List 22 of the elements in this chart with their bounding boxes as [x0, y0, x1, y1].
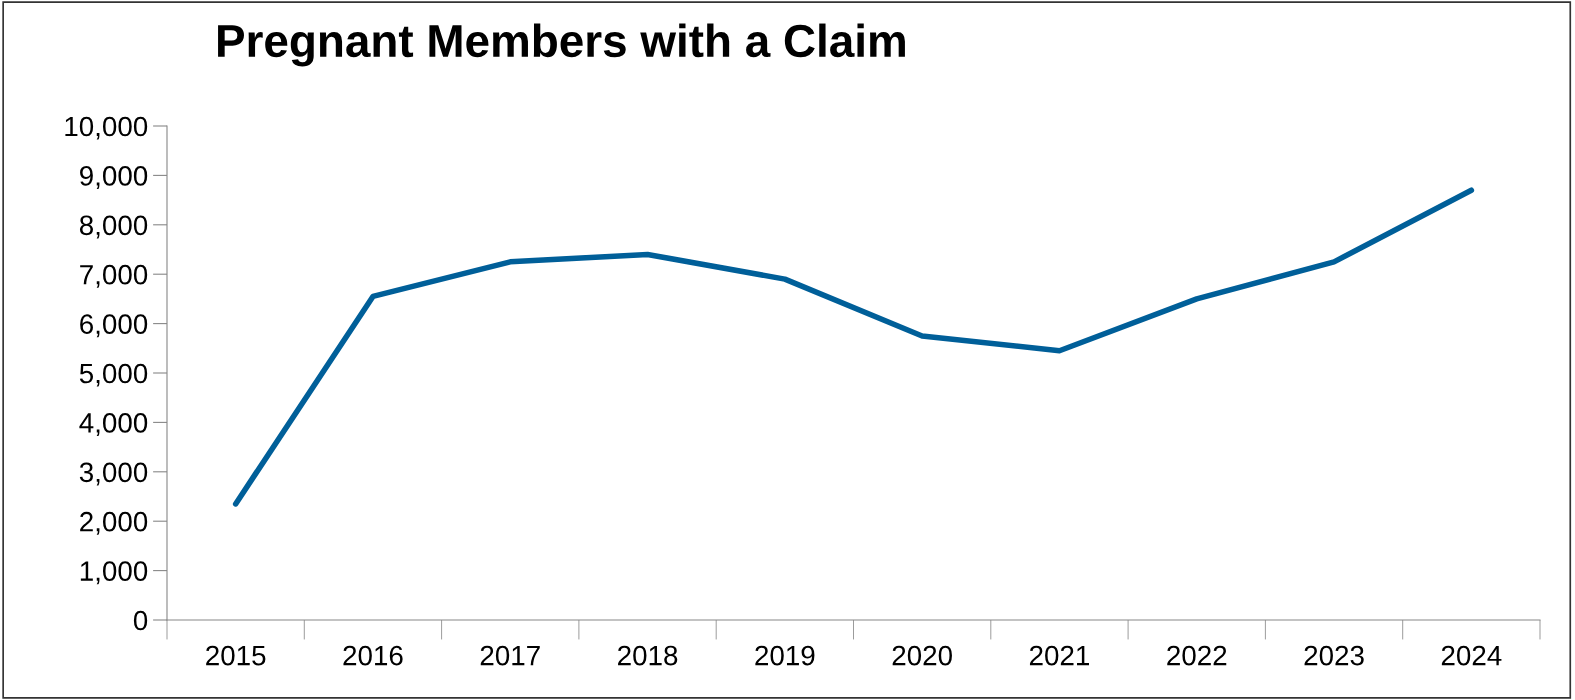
chart-title: Pregnant Members with a Claim	[218, 23, 905, 67]
x-tick-label: 2023	[1304, 645, 1364, 666]
y-tick-label: 8,000	[79, 215, 148, 239]
x-tick-label: 2021	[1029, 645, 1089, 666]
y-tick-label: 7,000	[80, 264, 148, 288]
x-tick-label: 2016	[343, 645, 403, 666]
x-tick-label: 2017	[480, 645, 540, 666]
y-tick-label: 5,000	[79, 363, 148, 387]
y-tick-label: 6,000	[80, 314, 148, 338]
x-tick-label: 2022	[1167, 645, 1227, 666]
y-tick-label: 10,000	[65, 116, 148, 140]
y-tick-label: 3,000	[79, 462, 148, 486]
x-tick-label: 2015	[206, 645, 266, 666]
x-tick-label: 2020	[892, 645, 952, 666]
y-tick-label: 9,000	[80, 166, 148, 190]
y-tick-label: 1,000	[80, 561, 148, 585]
x-tick-label: 2019	[755, 645, 815, 666]
y-tick-label: 4,000	[79, 413, 148, 437]
x-tick-label: 2024	[1441, 645, 1502, 666]
y-tick-label: 0	[133, 610, 148, 631]
y-tick-label: 2,000	[80, 511, 148, 535]
x-tick-label: 2018	[618, 645, 678, 666]
